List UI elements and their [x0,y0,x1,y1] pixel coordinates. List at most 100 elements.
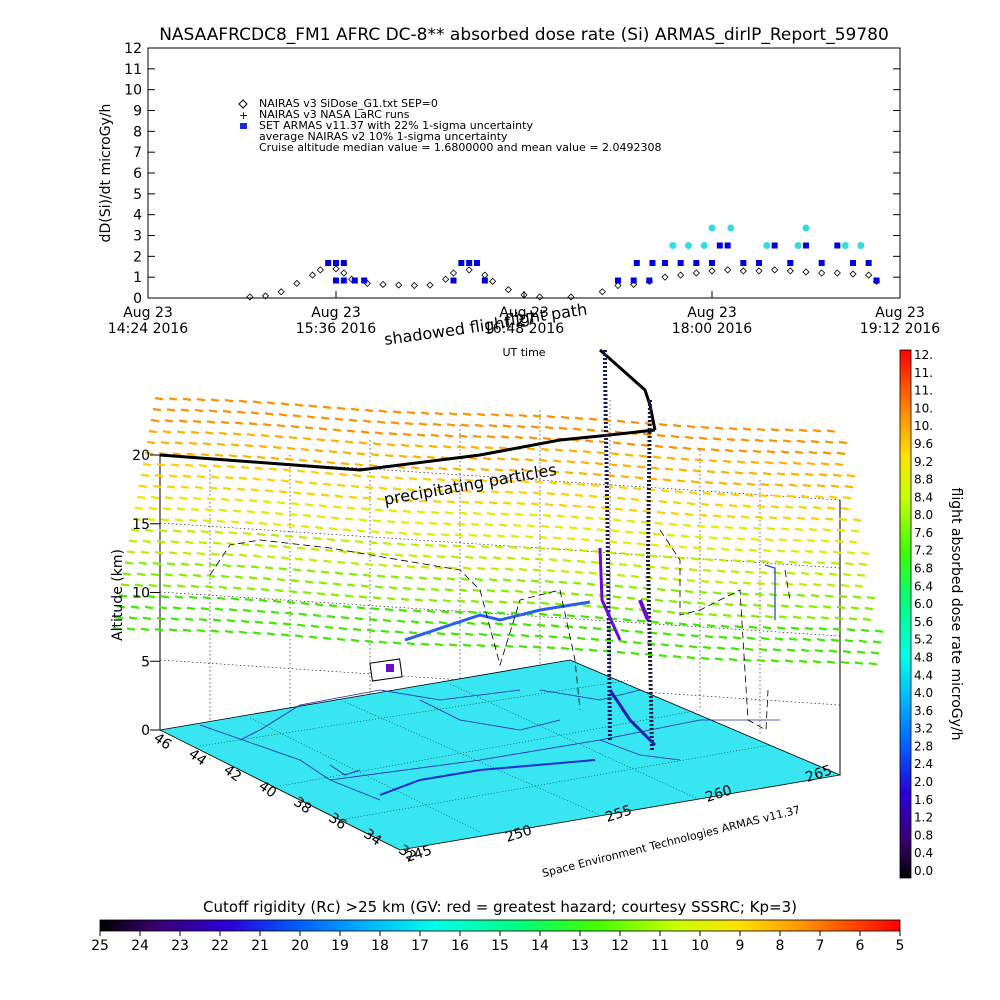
particle-dash [852,518,862,522]
legend-square-marker [240,123,247,129]
particle-dash [820,539,830,543]
particle-dash [766,450,776,454]
particle-dash [324,548,334,553]
y-tick-label: 4 [133,208,142,224]
particle-dash [480,467,490,472]
particle-dash [334,571,344,575]
particle-dash [162,507,172,511]
particle-dash [412,609,422,613]
particle-dash [550,470,560,474]
particle-dash [756,581,766,586]
nairas-point [598,288,606,296]
particle-dash [196,397,206,402]
particle-dash [180,562,190,566]
rigidity-tick-label: 23 [171,938,189,954]
particle-dash [422,554,432,558]
particle-dash [452,467,462,471]
particle-dash [662,478,672,482]
particle-dash [490,413,500,417]
particle-dash [808,450,818,455]
particle-dash [774,483,784,487]
particle-dash [160,441,170,445]
particle-dash [322,559,332,563]
particle-dash [800,648,810,653]
rigidity-tick-label: 6 [856,938,865,954]
particle-dash [348,572,358,576]
particle-dash [796,439,806,444]
particle-dash [204,431,214,435]
particle-dash [784,428,794,432]
particle-dash [804,549,814,554]
particle-dash [698,590,708,594]
nairas-point [449,269,458,277]
particle-dash [150,418,160,423]
particle-dash [596,528,606,532]
rigidity-tick-label: 9 [736,938,745,954]
particle-dash [638,454,648,458]
particle-dash [486,512,496,516]
legend-entry: NAIRAS v3 NASA LaRC runs [259,108,410,121]
particle-dash [564,470,574,475]
armas-high-point [841,242,849,249]
dose-colorbar-tick-label: 6.0 [914,597,933,611]
particle-dash [154,396,164,401]
particle-dash [774,637,784,641]
particle-dash [296,469,306,473]
particle-dash [410,466,420,470]
particle-dash [416,587,426,591]
particle-dash [294,557,304,561]
particle-dash [282,622,292,626]
particle-dash [518,644,528,649]
particle-dash [610,529,620,533]
particle-dash [698,436,708,440]
particle-dash [178,573,188,577]
particle-dash [364,408,374,413]
particle-dash [484,600,494,604]
particle-dash [146,517,156,522]
particle-dash [720,470,730,475]
particle-dash [750,537,760,542]
particle-dash [272,599,282,604]
particle-dash [536,546,546,550]
particle-dash [420,642,430,646]
particle-dash [390,498,400,502]
particle-dash [148,506,158,511]
particle-dash [142,462,152,467]
armas-point [450,277,457,284]
nairas-point [786,267,794,275]
particle-dash [216,442,226,446]
armas-point [716,242,723,249]
y-tick-label: 8 [133,124,142,140]
dose-colorbar-tick-label: 2.8 [914,739,933,753]
particle-dash [536,623,546,627]
nairas-point [332,265,340,273]
particle-dash [210,398,220,402]
dose-colorbar-tick-label: 0.4 [914,846,933,860]
particle-dash [126,627,136,631]
particle-dash [570,515,580,519]
particle-dash [294,480,304,484]
particle-dash [276,423,286,428]
particle-dash [692,623,702,627]
particle-dash [818,627,828,631]
particle-dash [372,442,382,446]
particle-dash [840,506,850,511]
particle-dash [504,567,514,571]
particle-dash [124,561,134,565]
particle-dash [348,418,358,422]
particle-dash [130,528,140,532]
x-tick-label: 15:36 2016 [296,321,377,337]
particle-dash [258,521,268,526]
particle-dash [754,515,764,520]
particle-dash [268,621,278,625]
particle-dash [134,583,144,587]
particle-dash [574,647,584,651]
particle-dash [634,630,644,634]
particle-dash [706,470,716,474]
particle-dash [372,519,382,523]
particle-dash [224,475,234,480]
particle-dash [708,536,718,540]
particle-dash [692,469,702,473]
data-series [246,224,881,301]
legend-entry: Cruise altitude median value = 1.6800000… [259,141,662,154]
